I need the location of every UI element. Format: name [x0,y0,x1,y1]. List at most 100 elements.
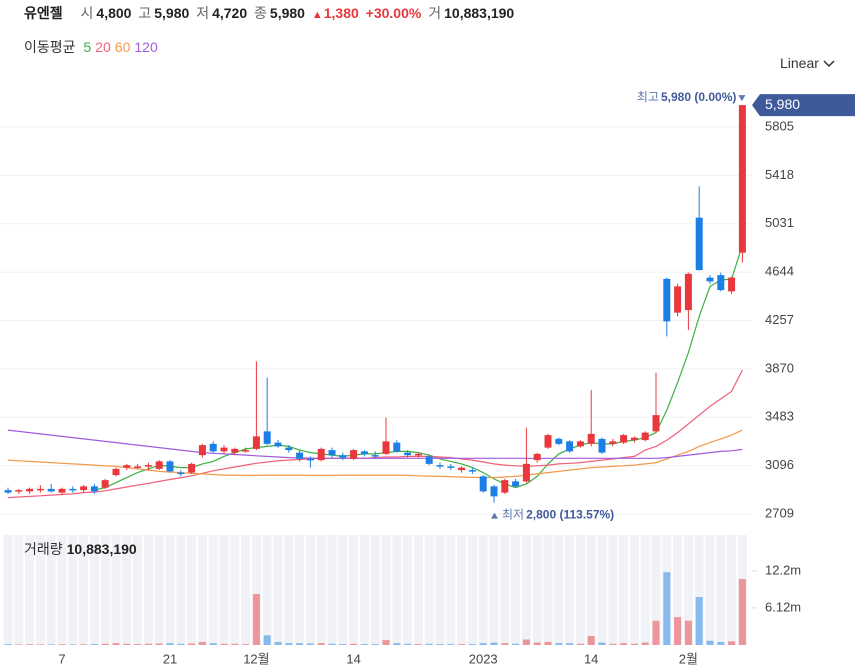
volume-column-bg [295,535,305,645]
volume-column-bg [143,535,153,645]
candle-body [630,437,638,441]
candle-body [414,453,422,456]
volume-column-bg [500,535,510,645]
candle-body [252,436,260,449]
volume-column-bg [262,535,272,645]
y-tick-label: 5418 [765,167,794,182]
ma-legend-item: 20 [95,39,111,55]
candle-body [684,273,692,311]
candle-body [4,490,12,493]
candle-body [522,463,530,482]
volume-column-bg [133,535,143,645]
candle-body [576,441,584,447]
volume-column-bg [79,535,89,645]
y-tick-label: 3483 [765,409,794,424]
volume-bar [738,578,746,645]
candle-body [706,277,714,282]
volume-column-bg [489,535,499,645]
volume-bar [684,620,692,645]
y-tick-label: 3870 [765,360,794,375]
min-annotation: 최저 2,800 (113.57%) [502,508,614,522]
volume-column-bg [651,535,661,645]
scale-selector-label[interactable]: Linear [780,55,819,71]
volume-bar [26,644,34,645]
volume-column-bg [392,535,402,645]
volume-column-bg [640,535,650,645]
volume-column-bg [597,535,607,645]
price-tag [752,94,855,117]
volume-column-bg [338,535,348,645]
volume-bar [339,644,347,645]
volume-bar [425,643,433,645]
volume-column-bg [694,535,704,645]
volume-bar [652,620,660,645]
volume-bar [306,643,314,645]
candle-body [371,455,379,457]
volume-bar [166,643,174,645]
y-tick-label: 4644 [765,264,794,279]
volume-bar [522,639,530,645]
volume-bar [101,643,109,645]
volume-column-bg [89,535,99,645]
ma-legend-title: 이동평균 [24,39,76,55]
max-annotation-value: 5,980 (0.00%) [661,90,736,104]
up-arrow-icon: ▲ [311,9,323,21]
max-annotation: 최고 5,980 (0.00%) [637,90,736,104]
high-label: 고 [138,5,152,21]
low-value: 4,720 [212,5,248,21]
candle-body [166,461,174,472]
volume-column-bg [565,535,575,645]
volume-column-bg [3,535,13,645]
candle-body [544,435,552,448]
volume-column-bg [608,535,618,645]
candle-body [47,488,55,492]
candle-body [620,435,628,443]
volume-bar [188,643,196,645]
volume-bar [58,644,66,645]
candle-body [134,466,142,468]
volume-bar [36,644,44,645]
min-annotation-value: 2,800 (113.57%) [526,508,614,522]
volume-column-bg [511,535,521,645]
candle-body [512,481,520,487]
low-label: 저 [196,5,210,21]
candle-body [69,488,77,491]
candle-body [188,463,196,473]
volume-bar [382,640,390,645]
candle-body [36,488,44,491]
volume-column-bg [435,535,445,645]
volume-bar [501,643,509,645]
volume-column-bg [349,535,359,645]
volume-bar [620,643,628,645]
volume-column-bg [111,535,121,645]
scale-selector[interactable]: Linear [780,55,835,71]
volume-column-bg [122,535,132,645]
volume-column-bg [305,535,315,645]
volume-column-bg [359,535,369,645]
candle-body [490,486,498,497]
candle-body [479,476,487,492]
moving-average-legend: 이동평균 5 20 60 120 [24,37,162,57]
volume-bar [317,643,325,645]
volume-bar [609,643,617,645]
change-percent: +30.00% [365,5,422,21]
volume-title-value: 10,883,190 [67,541,137,557]
candle-body [198,445,206,456]
volume-bar [69,644,77,645]
dropdown-icon[interactable] [823,60,835,68]
volume-bar [4,644,12,645]
candle-body [339,455,347,458]
candle-body [350,450,358,459]
candle-body [101,480,109,488]
candle-body [652,415,660,432]
candle-body [80,486,88,491]
candle-body [296,452,304,459]
candle-body [360,451,368,454]
volume-column-bg [251,535,261,645]
open-value: 4,800 [96,5,132,21]
volume-column-bg [629,535,639,645]
candle-body [155,461,163,469]
volume-column-bg [165,535,175,645]
volume-column-bg [705,535,715,645]
